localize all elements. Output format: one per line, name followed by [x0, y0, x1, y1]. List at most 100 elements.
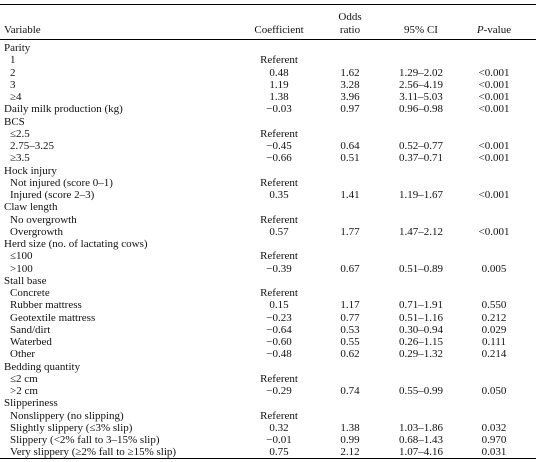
odds-ratio-cell: 0.55: [340, 336, 360, 348]
variable-cell: 1: [10, 54, 16, 67]
variable-cell: Herd size (no. of lactating cows): [4, 238, 148, 250]
variable-cell: Slippery (<2% fall to 3–15% slip): [10, 434, 160, 446]
empty-cell: [390, 54, 452, 66]
empty-cell: [310, 238, 390, 250]
variable-cell: 2.75–3.25: [10, 140, 54, 152]
table-row: 2 0.48 1.62 1.29–2.02 <0.001: [0, 67, 536, 79]
p-value-cell: <0.001: [478, 66, 510, 79]
coefficient-cell: Referent: [260, 250, 298, 263]
coefficient-cell: Referent: [260, 213, 298, 226]
table-row: Sand/dirt −0.64 0.53 0.30–0.94 0.029: [0, 324, 536, 336]
empty-cell: [248, 238, 310, 250]
empty-cell: [452, 177, 536, 189]
empty-cell: [452, 238, 536, 250]
variable-cell: Hock injury: [4, 164, 57, 177]
coefficient-cell: −0.23: [266, 311, 292, 324]
empty-cell: [452, 214, 536, 226]
empty-cell: [452, 275, 536, 287]
header-cell: 95% CI: [404, 24, 438, 36]
p-value-cell: 0.005: [481, 262, 507, 275]
empty-cell: [310, 214, 390, 226]
table-body: Parity 1 Referent 2 0.48 1.62 1.29–2.02 <0.001 3…: [0, 42, 536, 459]
table-row: ≥4 1.38 3.96 3.11–5.03 <0.001: [0, 91, 536, 103]
coefficient-cell: −0.60: [266, 336, 292, 348]
empty-cell: [310, 116, 390, 128]
variable-cell: No overgrowth: [10, 213, 77, 226]
odds-ratio-cell: 0.67: [340, 262, 360, 275]
table-row: Nonslippery (no slipping) Referent: [0, 410, 536, 422]
empty-cell: [452, 410, 536, 422]
p-value-cell: 0.050: [481, 385, 507, 397]
p-value-cell: <0.001: [478, 103, 510, 116]
empty-cell: [390, 361, 452, 373]
table-row: Herd size (no. of lactating cows): [0, 238, 536, 250]
variable-cell: Injured (score 2–3): [10, 189, 95, 201]
empty-cell: [452, 128, 536, 140]
coefficient-cell: Referent: [260, 287, 298, 299]
ci-cell: 0.51–1.16: [399, 311, 443, 324]
table-row: 1 Referent: [0, 54, 536, 66]
empty-cell: [452, 42, 536, 54]
p-value-cell: 0.212: [481, 311, 507, 324]
variable-cell: Not injured (score 0–1): [10, 176, 113, 189]
odds-ratio-cell: 3.96: [340, 91, 360, 103]
variable-cell: >2 cm: [10, 385, 38, 397]
odds-ratio-cell: 2.12: [340, 446, 360, 459]
table-row: Bedding quantity: [0, 361, 536, 373]
empty-cell: [452, 361, 536, 373]
empty-cell: [390, 42, 452, 54]
ci-cell: 0.37–0.71: [399, 152, 443, 165]
empty-cell: [248, 361, 310, 373]
ci-cell: 1.03–1.86: [399, 421, 443, 434]
table-row: >2 cm −0.29 0.74 0.55–0.99 0.050: [0, 385, 536, 397]
header-cell: Variable: [4, 24, 41, 36]
coefficient-cell: 0.48: [269, 66, 289, 79]
coefficient-cell: −0.66: [266, 152, 292, 165]
empty-cell: [310, 54, 390, 66]
empty-cell: [390, 410, 452, 422]
empty-cell: [390, 373, 452, 385]
ci-cell: 0.51–0.89: [399, 262, 443, 275]
variable-cell: Other: [10, 348, 36, 361]
odds-ratio-cell: 1.17: [340, 299, 360, 312]
variable-cell: Parity: [4, 42, 31, 54]
table-row: BCS: [0, 116, 536, 128]
ci-cell: 0.71–1.91: [399, 299, 443, 312]
table-row: No overgrowth Referent: [0, 214, 536, 226]
p-value-cell: 0.029: [481, 323, 507, 336]
table-row: Injured (score 2–3) 0.35 1.41 1.19–1.67 <0.0…: [0, 189, 536, 201]
ci-cell: 1.47–2.12: [399, 225, 443, 238]
variable-cell: Stall base: [4, 274, 47, 287]
empty-cell: [390, 214, 452, 226]
table-row: Hock injury: [0, 165, 536, 177]
table-row: Daily milk production (kg) −0.03 0.97 0.96–…: [0, 103, 536, 115]
header-text: Odds ratio: [338, 11, 362, 36]
bottom-rule: [0, 458, 536, 459]
empty-cell: [248, 116, 310, 128]
table-row: Waterbed −0.60 0.55 0.26–1.15 0.111: [0, 336, 536, 348]
variable-cell: ≥3.5: [10, 152, 30, 165]
empty-cell: [248, 275, 310, 287]
variable-cell: ≤2.5: [10, 127, 30, 140]
empty-cell: [390, 250, 452, 262]
p-value-cell: <0.001: [478, 152, 510, 165]
coefficient-cell: Referent: [260, 54, 298, 67]
variable-cell: Claw length: [4, 201, 58, 214]
empty-cell: [310, 128, 390, 140]
empty-cell: [390, 165, 452, 177]
table-row: Overgrowth 0.57 1.77 1.47–2.12 <0.001: [0, 226, 536, 238]
empty-cell: [390, 275, 452, 287]
variable-cell: Overgrowth: [10, 225, 63, 238]
empty-cell: [452, 373, 536, 385]
ci-cell: 1.29–2.02: [399, 66, 443, 79]
empty-cell: [452, 201, 536, 213]
odds-ratio-cell: 1.38: [340, 421, 360, 434]
ci-cell: 0.68–1.43: [399, 434, 443, 446]
table-row: Not injured (score 0–1) Referent: [0, 177, 536, 189]
coefficient-cell: 0.15: [269, 299, 289, 312]
coefficient-cell: Referent: [260, 176, 298, 189]
table-row: ≤100 Referent: [0, 250, 536, 262]
coefficient-cell: 0.32: [269, 421, 289, 434]
odds-ratio-cell: 0.64: [340, 140, 360, 152]
empty-cell: [310, 250, 390, 262]
